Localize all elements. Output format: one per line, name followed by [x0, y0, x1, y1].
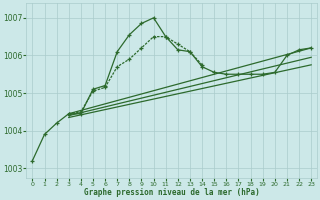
X-axis label: Graphe pression niveau de la mer (hPa): Graphe pression niveau de la mer (hPa)	[84, 188, 260, 197]
